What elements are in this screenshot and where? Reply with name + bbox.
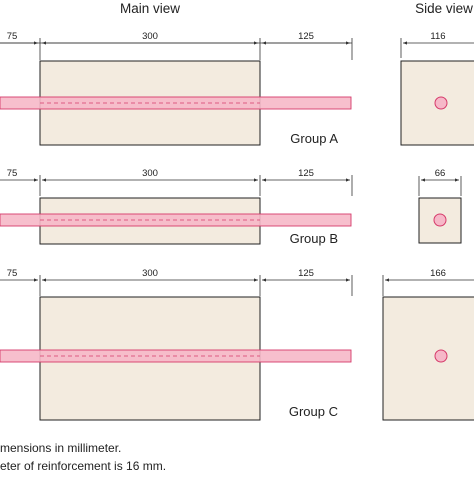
group-label: Group B <box>290 231 338 246</box>
dim-left: 75 <box>7 268 18 279</box>
group-c: 75 300 125 Group C 166 <box>0 268 474 421</box>
rebar-section <box>433 213 447 227</box>
group-label: Group A <box>290 131 338 146</box>
rebar-section <box>434 96 448 110</box>
side-block <box>382 296 474 421</box>
note-reinforcement: eter of reinforcement is 16 mm. <box>0 459 166 473</box>
group-label: Group C <box>289 404 338 419</box>
dim-left: 75 <box>7 168 18 179</box>
side-dim: 166 <box>430 268 446 279</box>
rebar-section <box>434 349 448 363</box>
group-b: 75 300 125 Group B 66 <box>0 168 462 246</box>
note-units: mensions in millimeter. <box>0 441 121 455</box>
main-view-title: Main view <box>120 1 180 16</box>
dim-right: 125 <box>298 268 314 279</box>
group-a: 75 300 125 Group A 116 <box>0 31 474 146</box>
dim-middle: 300 <box>142 168 158 179</box>
dim-left: 75 <box>7 31 18 42</box>
dim-right: 125 <box>298 31 314 42</box>
dim-middle: 300 <box>142 268 158 279</box>
dim-middle: 300 <box>142 31 158 42</box>
side-dim: 116 <box>430 31 445 42</box>
side-dim: 66 <box>435 168 446 179</box>
side-view-title: Side view <box>415 1 473 16</box>
dim-right: 125 <box>298 168 314 179</box>
